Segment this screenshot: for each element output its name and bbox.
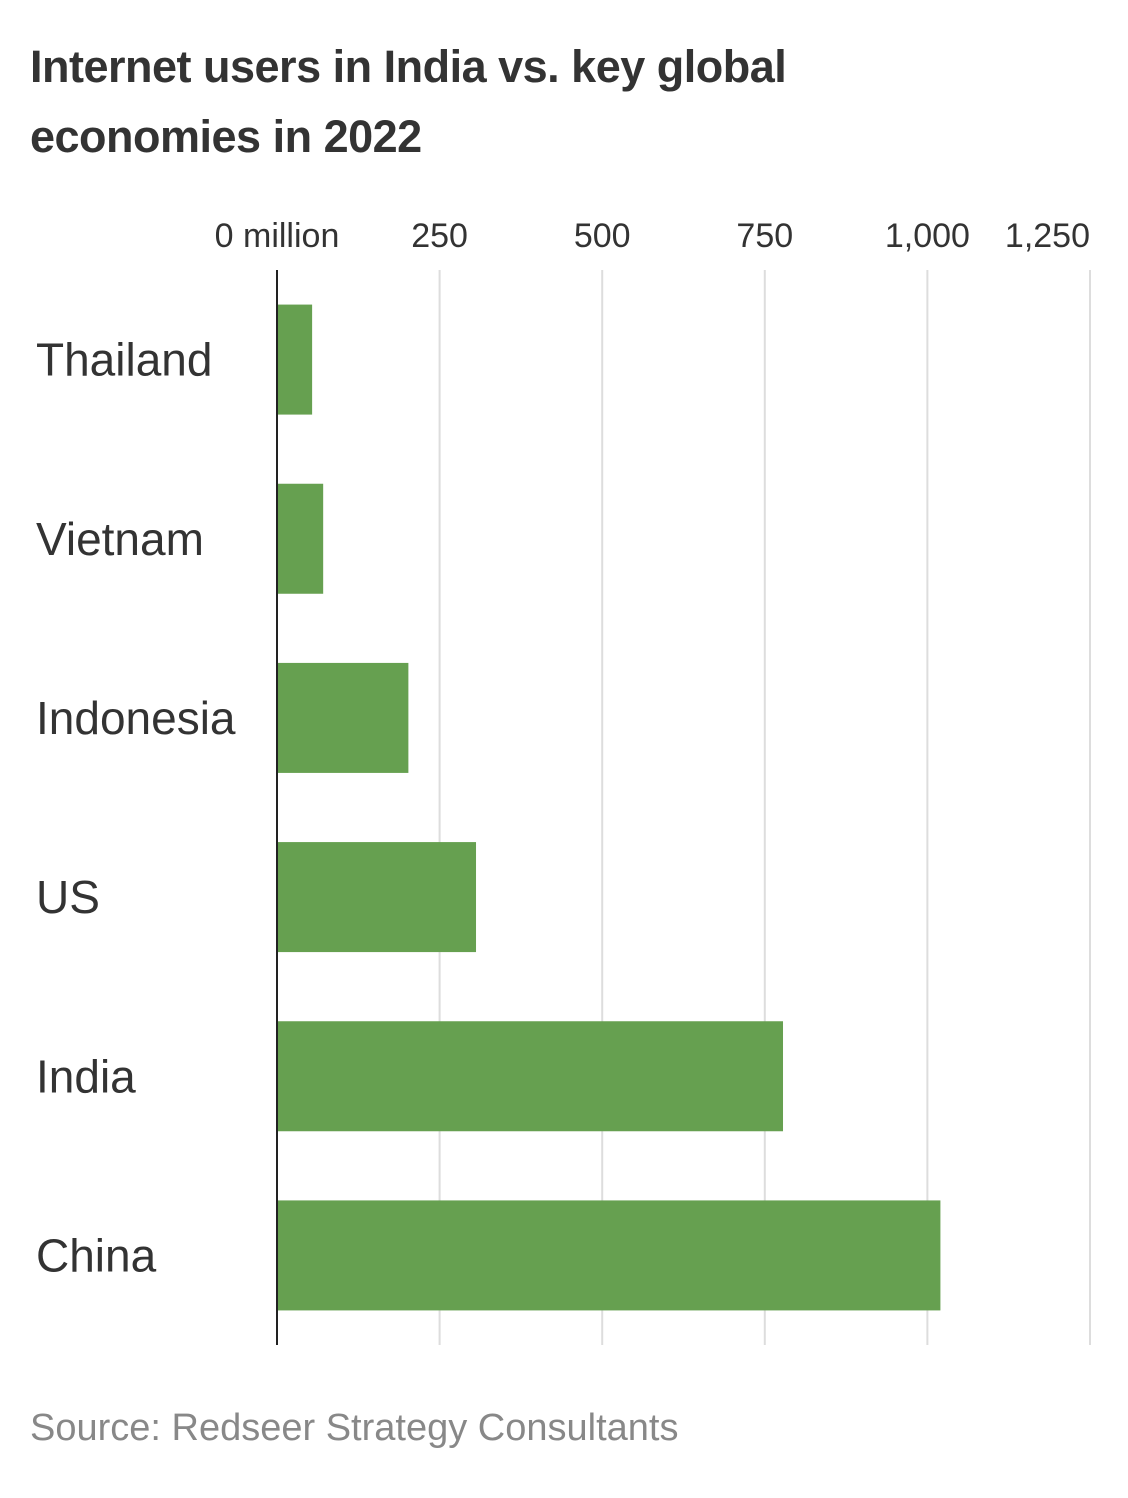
bar [277,662,409,773]
x-tick-label: 1,250 [1005,217,1090,255]
y-tick-label: Thailand [36,334,212,386]
y-tick-label: Vietnam [36,513,204,565]
bar [277,483,324,594]
x-tick-label: 500 [574,217,631,255]
x-tick-label: 0 million [215,217,340,255]
y-tick-label: China [36,1230,157,1282]
y-tick-label: India [36,1050,136,1102]
bar [277,1021,784,1132]
bar [277,304,313,415]
x-tick-label: 750 [736,217,793,255]
y-tick-label: US [36,871,100,923]
chart-title: Internet users in India vs. key global e… [30,41,787,162]
x-tick-label: 250 [411,217,468,255]
source: Source: Redseer Strategy Consultants [30,1407,678,1449]
bar [277,842,477,953]
y-tick-label: Indonesia [36,692,236,744]
x-tick-label: 1,000 [885,217,970,255]
bar [277,1200,941,1311]
